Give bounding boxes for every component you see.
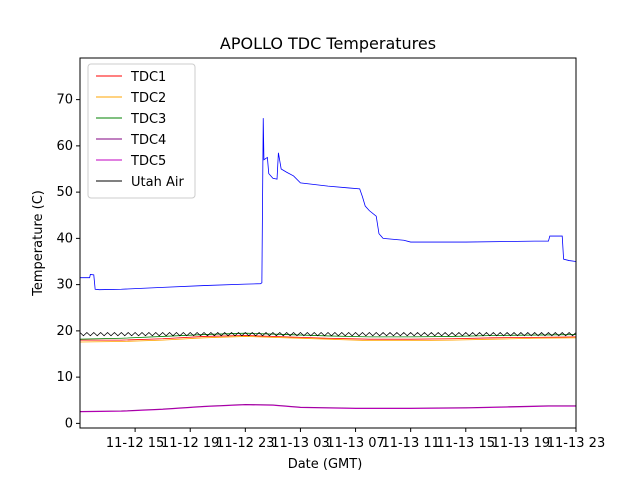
y-tick-label: 20: [56, 324, 73, 339]
y-tick-label: 50: [56, 185, 73, 200]
legend-label-tdc2: TDC2: [130, 91, 166, 106]
series-line-tdc1: [80, 335, 576, 341]
x-tick-label: 11-13 15: [437, 436, 495, 451]
x-tick-label: 11-13 19: [492, 436, 550, 451]
legend-label-tdc3: TDC3: [130, 112, 166, 127]
legend-label-tdc5: TDC5: [130, 154, 166, 169]
x-tick-label: 11-13 23: [547, 436, 605, 451]
y-tick-label: 10: [56, 370, 73, 385]
y-tick-label: 30: [56, 278, 73, 293]
y-tick-label: 40: [56, 231, 73, 246]
y-tick-label: 60: [56, 139, 73, 154]
legend-label-tdc1: TDC1: [130, 70, 166, 85]
plot-frame: [79, 57, 577, 429]
series-line-unlabeled-6: [80, 118, 576, 291]
series-line-utah-air: [80, 331, 576, 337]
series-line-tdc3: [80, 332, 576, 340]
x-tick-label: 11-13 03: [271, 436, 329, 451]
x-tick-label: 11-12 23: [216, 436, 274, 451]
x-tick-label: 11-13 11: [381, 436, 439, 451]
y-tick-label: 0: [65, 416, 73, 431]
legend-label-utah-air: Utah Air: [131, 175, 184, 190]
legend-label-tdc4: TDC4: [130, 133, 166, 148]
y-tick-label: 70: [56, 93, 73, 108]
chart-title: APOLLO TDC Temperatures: [220, 34, 436, 53]
series-line-tdc5: [80, 404, 576, 413]
series-line-tdc2: [80, 336, 576, 343]
x-tick-label: 11-12 15: [106, 436, 164, 451]
y-axis-label: Temperature (C): [31, 190, 46, 297]
x-tick-label: 11-13 07: [326, 436, 384, 451]
series-line-tdc4: [80, 404, 576, 412]
x-axis-label: Date (GMT): [288, 457, 363, 472]
x-tick-label: 11-12 19: [161, 436, 219, 451]
